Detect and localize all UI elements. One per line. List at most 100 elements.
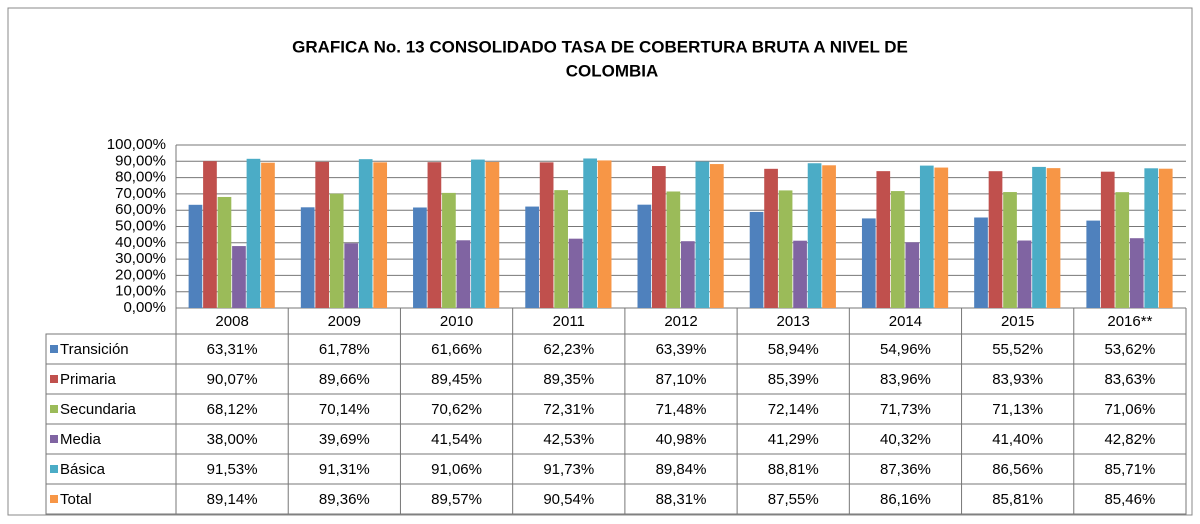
bar xyxy=(539,162,554,308)
table-cell: 91,73% xyxy=(543,461,594,478)
table-cell: 89,57% xyxy=(431,491,482,508)
legend-swatch xyxy=(50,495,58,503)
bar xyxy=(1144,168,1159,308)
bar xyxy=(583,158,597,308)
x-tick-label: 2013 xyxy=(777,313,810,330)
legend-swatch xyxy=(50,375,58,383)
bar xyxy=(471,159,485,308)
bar xyxy=(315,161,330,308)
bar xyxy=(358,159,373,308)
table-cell: 42,53% xyxy=(543,431,594,448)
table-cell: 40,32% xyxy=(880,431,931,448)
bar xyxy=(778,190,793,308)
table-cell: 85,71% xyxy=(1104,461,1155,478)
bar xyxy=(749,211,764,308)
bar xyxy=(974,217,988,308)
bar xyxy=(597,160,612,308)
bar xyxy=(373,162,388,308)
table-cell: 83,93% xyxy=(992,371,1043,388)
bar xyxy=(822,165,836,308)
bar xyxy=(203,161,217,308)
table-cell: 71,13% xyxy=(992,401,1043,418)
y-tick-label: 80,00% xyxy=(115,169,166,186)
table-cell: 61,78% xyxy=(319,341,370,358)
table-cell: 86,56% xyxy=(992,461,1043,478)
table-cell: 91,06% xyxy=(431,461,482,478)
table-cell: 70,62% xyxy=(431,401,482,418)
bar xyxy=(413,207,427,308)
bar xyxy=(666,191,681,308)
table-cell: 87,55% xyxy=(768,491,819,508)
bar xyxy=(329,193,344,308)
table-cell: 41,29% xyxy=(768,431,819,448)
table-cell: 71,73% xyxy=(880,401,931,418)
bar xyxy=(695,161,710,308)
y-tick-label: 70,00% xyxy=(115,185,166,202)
chart-title: GRAFICA No. 13 CONSOLIDADO TASA DE COBER… xyxy=(292,37,908,56)
table-cell: 71,48% xyxy=(656,401,707,418)
bar xyxy=(861,218,876,308)
bar xyxy=(427,162,442,308)
bar xyxy=(988,171,1003,308)
bar xyxy=(1017,240,1032,308)
table-cell: 87,36% xyxy=(880,461,931,478)
bar xyxy=(217,196,232,308)
legend-swatch xyxy=(50,345,58,353)
bar xyxy=(652,166,666,308)
legend-swatch xyxy=(50,405,58,413)
table-cell: 72,31% xyxy=(543,401,594,418)
bar xyxy=(890,191,905,308)
table-cell: 89,35% xyxy=(543,371,594,388)
legend-label: Transición xyxy=(60,341,129,358)
y-tick-label: 0,00% xyxy=(123,299,166,316)
legend-label: Secundaria xyxy=(60,401,137,418)
bar xyxy=(1115,192,1130,308)
y-tick-label: 100,00% xyxy=(107,136,166,153)
x-tick-label: 2015 xyxy=(1001,313,1034,330)
legend-label: Básica xyxy=(60,461,106,478)
bar xyxy=(905,242,920,308)
table-cell: 62,23% xyxy=(543,341,594,358)
x-tick-label: 2008 xyxy=(215,313,248,330)
table-cell: 85,39% xyxy=(768,371,819,388)
table-cell: 71,06% xyxy=(1104,401,1155,418)
chart-title: COLOMBIA xyxy=(566,61,659,80)
table-cell: 89,84% xyxy=(656,461,707,478)
bar xyxy=(232,246,246,308)
table-cell: 63,31% xyxy=(207,341,258,358)
bar xyxy=(485,162,500,308)
bar xyxy=(710,164,724,308)
table-cell: 91,53% xyxy=(207,461,258,478)
x-tick-label: 2009 xyxy=(328,313,361,330)
table-cell: 63,39% xyxy=(656,341,707,358)
table-cell: 42,82% xyxy=(1104,431,1155,448)
bar xyxy=(876,171,891,308)
x-tick-label: 2010 xyxy=(440,313,473,330)
x-tick-label: 2014 xyxy=(889,313,922,330)
table-cell: 85,81% xyxy=(992,491,1043,508)
x-tick-label: 2012 xyxy=(664,313,697,330)
bar xyxy=(456,240,471,308)
table-cell: 83,96% xyxy=(880,371,931,388)
table-cell: 41,40% xyxy=(992,431,1043,448)
bar xyxy=(554,190,568,308)
table-cell: 89,45% xyxy=(431,371,482,388)
bar xyxy=(568,238,583,308)
y-tick-label: 20,00% xyxy=(115,266,166,283)
table-cell: 88,31% xyxy=(656,491,707,508)
table-cell: 88,81% xyxy=(768,461,819,478)
legend-label: Primaria xyxy=(60,371,116,388)
bar xyxy=(1158,168,1173,308)
table-cell: 58,94% xyxy=(768,341,819,358)
bar xyxy=(261,162,275,308)
bar xyxy=(764,168,778,308)
legend-label: Total xyxy=(60,491,92,508)
y-tick-label: 40,00% xyxy=(115,234,166,251)
bar xyxy=(246,158,261,308)
table-cell: 89,66% xyxy=(319,371,370,388)
bar xyxy=(1129,238,1144,308)
table-cell: 89,14% xyxy=(207,491,258,508)
bar xyxy=(1086,220,1101,308)
bar xyxy=(681,241,695,308)
